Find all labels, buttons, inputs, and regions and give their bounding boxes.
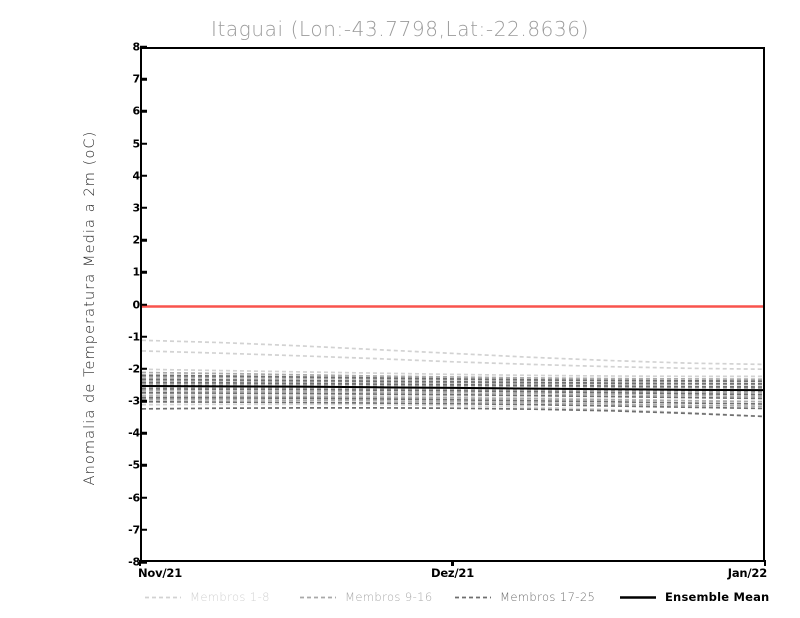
- y-tick-mark: [140, 110, 147, 113]
- ensemble-mean-group: [142, 385, 763, 392]
- series-line: [142, 395, 763, 403]
- series-line: [142, 391, 763, 400]
- series-line: [142, 389, 763, 398]
- y-tick-mark: [140, 528, 147, 532]
- member-lines-group: [142, 339, 763, 418]
- y-tick-mark: [140, 174, 147, 177]
- y-tick-mark: [140, 496, 147, 499]
- series-line: [142, 368, 763, 378]
- x-tick-mark: [138, 560, 142, 566]
- y-tick-mark: [140, 432, 147, 435]
- y-tick-mark: [140, 238, 147, 242]
- page-title: Itaguai (Lon:-43.7798,Lat:-22.8636): [210, 17, 590, 41]
- series-line: [142, 403, 763, 418]
- x-axis-tick-Nov-21: Nov/21: [138, 566, 183, 580]
- series-line: [142, 381, 763, 388]
- series-line: [142, 398, 763, 408]
- y-axis-tick--1: -1: [128, 330, 140, 344]
- y-tick-mark: [140, 367, 147, 371]
- y-axis-tick--7: -7: [128, 523, 140, 537]
- y-tick-mark: [140, 303, 147, 306]
- series-line: [142, 388, 763, 396]
- y-tick-mark: [140, 142, 147, 145]
- plot-area: [140, 47, 765, 562]
- y-axis-tick-4: 4: [132, 169, 141, 183]
- y-axis-tick-8: 8: [132, 40, 141, 54]
- y-tick-mark: [140, 77, 147, 81]
- x-tick-mark: [763, 560, 767, 566]
- y-tick-mark: [140, 335, 147, 338]
- series-line: [142, 339, 763, 366]
- series-line: [142, 407, 763, 418]
- y-axis-tick--5: -5: [128, 458, 140, 472]
- y-axis-tick--4: -4: [128, 426, 140, 440]
- legend-item-ensemble-mean: Ensemble Mean: [620, 588, 769, 606]
- legend-label-members-9-16: Membros 9-16: [345, 590, 433, 604]
- legend-swatch-members-1-8: [145, 592, 181, 603]
- legend-label-members-1-8: Membros 1-8: [190, 590, 270, 604]
- series-line: [142, 386, 763, 394]
- x-axis-tick-Jan-22: Jan/22: [727, 566, 767, 580]
- y-axis-tick-7: 7: [132, 72, 141, 86]
- legend-swatch-ensemble-mean: [620, 592, 656, 603]
- y-axis-tick-3: 3: [132, 201, 141, 215]
- y-tick-mark: [140, 206, 147, 210]
- series-line: [142, 379, 763, 386]
- chart-legend: Membros 1-8 Membros 9-16 Membros 17-25 Ense…: [0, 588, 800, 610]
- x-axis-tick-Dez-21: Dez/21: [430, 566, 475, 580]
- y-axis-label: Anomalia de Temperatura Media a 2m (oC): [82, 130, 98, 486]
- series-line: [142, 382, 763, 390]
- y-tick-mark: [140, 464, 147, 467]
- y-axis-tick--3: -3: [128, 394, 140, 408]
- legend-swatch-members-9-16: [300, 592, 336, 603]
- y-axis-tick--6: -6: [128, 491, 140, 505]
- legend-item-members-1-8: Membros 1-8: [145, 588, 270, 606]
- series-line: [142, 371, 763, 381]
- y-tick-mark: [140, 399, 147, 403]
- y-tick-mark: [140, 560, 147, 564]
- y-axis-tick-labels: 8 7 6 5 4 3 2 1 0 -1 -2 -3 -4 -5 -6 -7 -8: [104, 41, 141, 569]
- series-line: [142, 397, 763, 405]
- y-axis-tick-6: 6: [132, 104, 141, 118]
- y-axis-tick-1: 1: [132, 265, 141, 279]
- y-axis-tick-0: 0: [132, 298, 141, 311]
- legend-label-members-17-25: Membros 17-25: [500, 590, 596, 604]
- y-axis-tick-2: 2: [132, 233, 141, 247]
- legend-item-members-9-16: Membros 9-16: [300, 588, 433, 606]
- y-axis-tick-5: 5: [132, 137, 141, 151]
- plot-canvas: [142, 305, 763, 418]
- legend-swatch-members-17-25: [455, 592, 491, 603]
- ensemble-mean-line: [142, 385, 763, 392]
- legend-label-ensemble-mean: Ensemble Mean: [665, 590, 770, 604]
- legend-item-members-17-25: Membros 17-25: [455, 588, 595, 606]
- y-axis-tick--8: -8: [128, 555, 140, 569]
- y-tick-mark: [140, 271, 147, 274]
- series-line: [142, 374, 763, 383]
- series-line: [142, 378, 763, 385]
- series-line: [142, 400, 763, 410]
- series-line: [142, 350, 763, 371]
- y-tick-mark: [140, 45, 147, 49]
- x-tick-mark: [451, 560, 454, 566]
- y-axis-tick--2: -2: [128, 362, 140, 376]
